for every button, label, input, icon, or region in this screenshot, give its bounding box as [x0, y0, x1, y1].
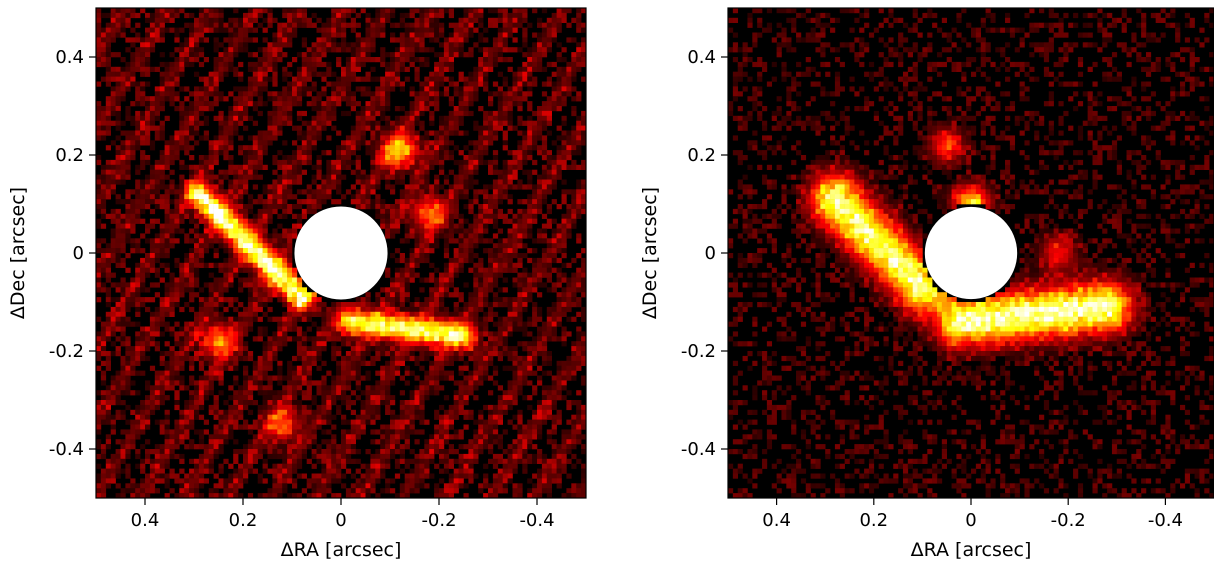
x-tick-label: 0	[965, 510, 976, 531]
x-axis-label: ΔRA [arcsec]	[911, 539, 1032, 561]
heatmap-cells	[728, 8, 1214, 499]
x-tick-label: 0	[335, 510, 346, 531]
x-tick-label: -0.2	[1051, 510, 1086, 531]
left-panel: 0.4 0.2 0 -0.2 -0.4 0.4 0.2 0 -0.2 -0.4 ΔRA [arcse…	[7, 7, 587, 561]
y-tick-label: 0.2	[55, 145, 84, 166]
x-tick-label: -0.2	[421, 510, 456, 531]
y-tick-label: 0	[705, 243, 716, 264]
x-tick-label: -0.4	[519, 510, 554, 531]
y-axis-label: ΔDec [arcsec]	[639, 187, 661, 319]
y-axis-label: ΔDec [arcsec]	[7, 187, 29, 319]
y-tick-label: 0.2	[687, 145, 716, 166]
x-tick-label: -0.4	[1148, 510, 1183, 531]
x-tick-label: 0.4	[762, 510, 791, 531]
heatmap-cells	[96, 8, 587, 499]
y-tick-label: -0.2	[49, 341, 84, 362]
x-tick-label: 0.4	[131, 510, 160, 531]
y-tick-label: 0.4	[687, 47, 716, 68]
y-tick-label: 0.4	[55, 47, 84, 68]
coronagraph-mask	[294, 206, 388, 300]
coronagraph-mask	[924, 206, 1018, 300]
x-tick-label: 0.2	[229, 510, 258, 531]
y-tick-label: 0	[73, 243, 84, 264]
x-axis-label: ΔRA [arcsec]	[281, 539, 402, 561]
y-tick-label: -0.2	[681, 341, 716, 362]
y-tick-label: -0.4	[49, 439, 84, 460]
y-tick-label: -0.4	[681, 439, 716, 460]
x-tick-label: 0.2	[859, 510, 888, 531]
right-panel: 0.4 0.2 0 -0.2 -0.4 0.4 0.2 0 -0.2 -0.4 ΔRA [arcse…	[639, 7, 1214, 561]
